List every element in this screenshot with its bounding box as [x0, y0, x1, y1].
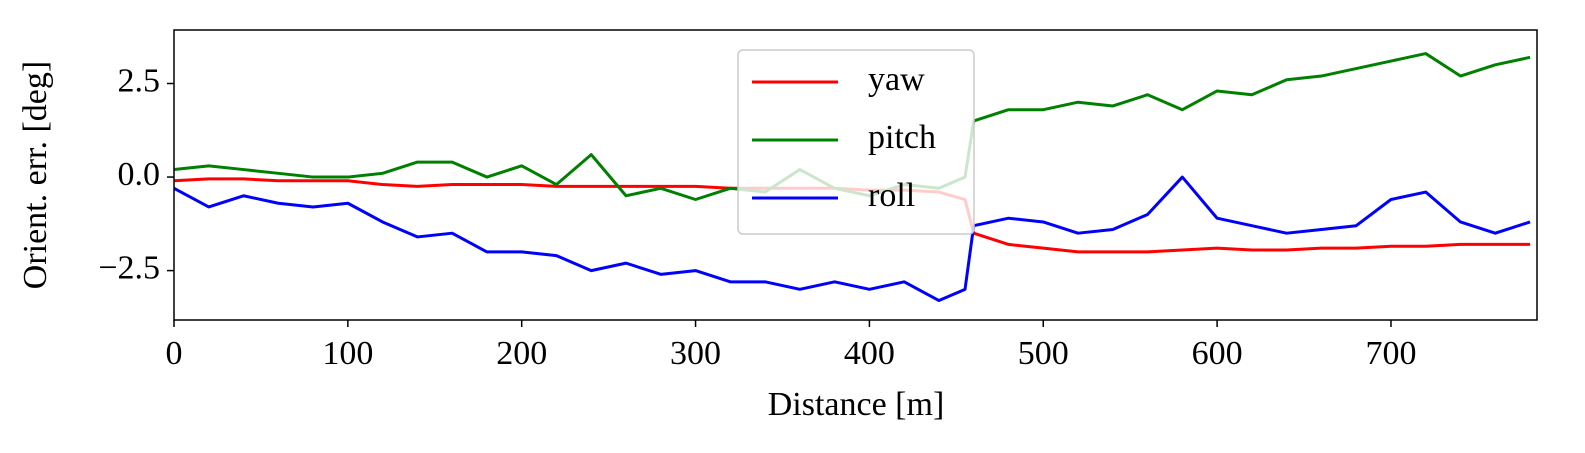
- x-tick-label: 500: [1018, 335, 1069, 372]
- y-axis-label: Orient. err. [deg]: [17, 61, 54, 289]
- legend-label: roll: [868, 177, 915, 214]
- legend-box: [737, 49, 975, 235]
- x-tick-label: 100: [322, 335, 373, 372]
- y-tick-label: 0.0: [118, 156, 161, 193]
- series-line: [174, 175, 1531, 303]
- legend-label: pitch: [868, 119, 936, 156]
- x-tick-label: 700: [1365, 335, 1416, 372]
- x-tick-label: 0: [166, 335, 183, 372]
- x-tick-label: 600: [1192, 335, 1243, 372]
- x-tick-label: 300: [670, 335, 721, 372]
- x-axis-label: Distance [m]: [768, 386, 945, 423]
- y-tick-label: 2.5: [118, 62, 161, 99]
- x-tick-label: 400: [844, 335, 895, 372]
- y-tick-label: −2.5: [98, 249, 160, 286]
- x-tick-label: 200: [496, 335, 547, 372]
- plot-frame: [173, 29, 1538, 321]
- legend-label: yaw: [868, 61, 925, 98]
